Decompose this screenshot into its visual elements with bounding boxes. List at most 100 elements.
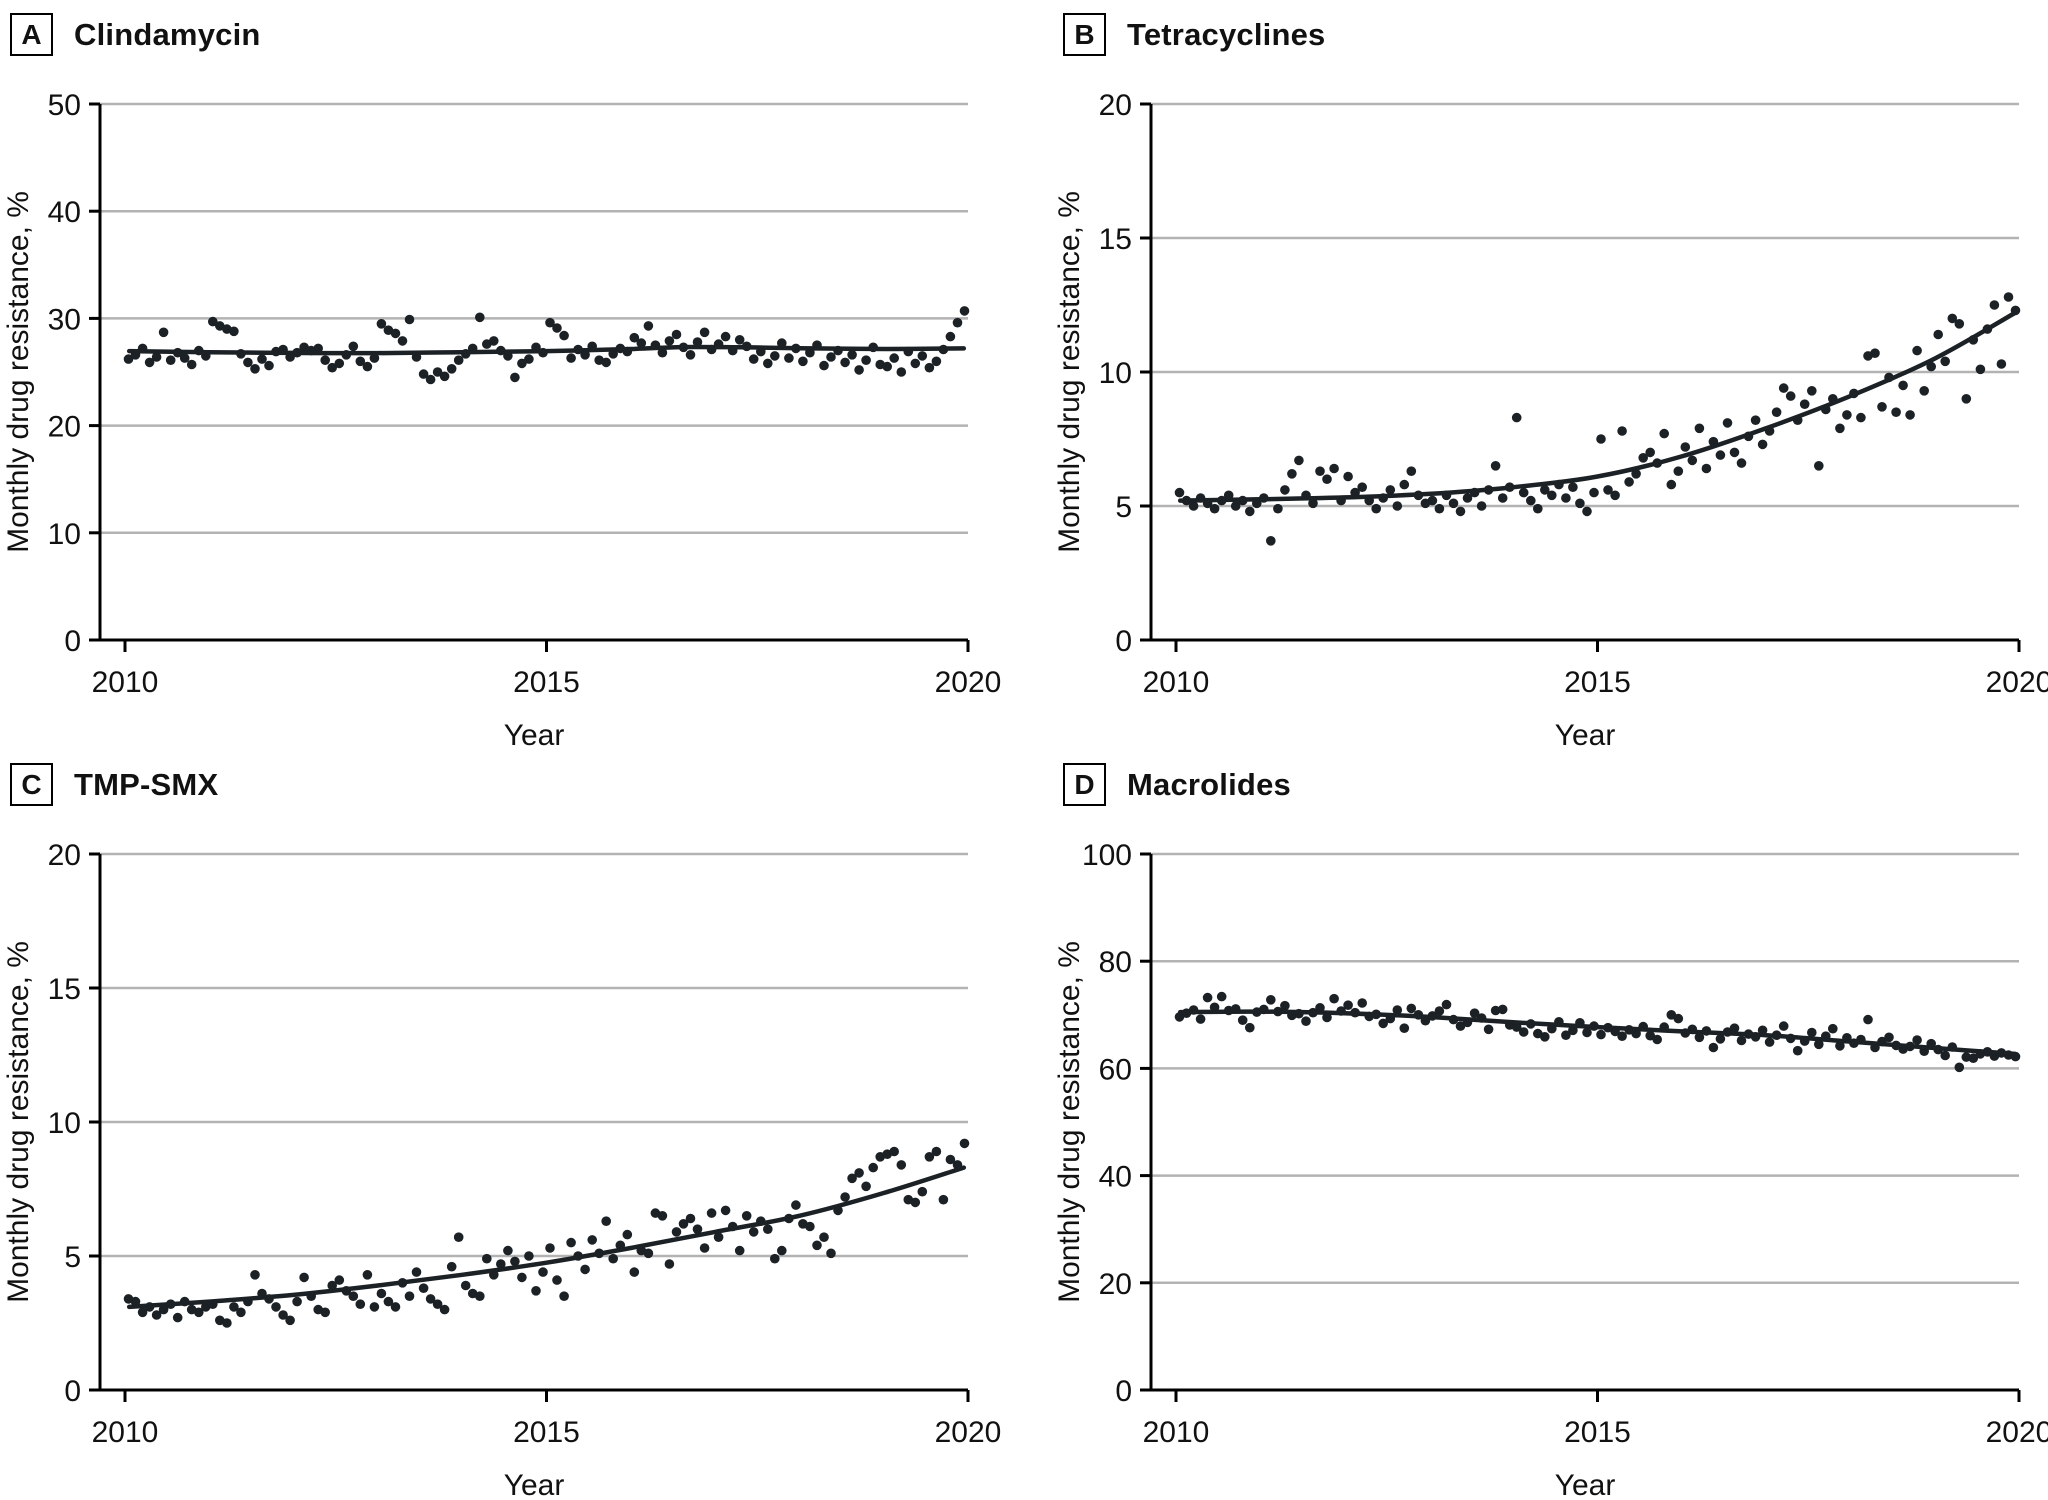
- data-point: [1202, 992, 1213, 1003]
- data-point: [580, 1264, 590, 1275]
- data-point: [376, 1288, 387, 1299]
- data-point: [355, 1299, 366, 1309]
- data-point: [1610, 490, 1620, 501]
- data-point: [158, 1304, 169, 1315]
- data-point: [763, 1224, 773, 1234]
- data-point: [1526, 495, 1536, 506]
- data-point: [777, 338, 787, 348]
- data-point: [1856, 412, 1866, 423]
- y-tick-label: 40: [1099, 1161, 1132, 1194]
- data-point: [1273, 503, 1283, 514]
- y-tick-label: 30: [48, 303, 81, 336]
- data-point: [699, 327, 710, 338]
- data-point: [643, 321, 654, 331]
- data-point: [1209, 503, 1220, 514]
- data-point: [229, 1302, 239, 1312]
- data-point: [1497, 493, 1508, 503]
- data-point: [1230, 501, 1241, 511]
- data-point: [692, 337, 703, 347]
- data-point: [763, 358, 773, 369]
- y-axis-title: Monthly drug resistance, %: [1053, 191, 1086, 553]
- data-point: [1392, 501, 1403, 511]
- data-point: [917, 351, 928, 361]
- data-point: [1715, 450, 1726, 460]
- panel-drug-name: Tetracyclines: [1127, 16, 1326, 52]
- data-point: [734, 1245, 745, 1256]
- data-point: [685, 350, 696, 360]
- data-point: [1301, 1016, 1311, 1026]
- data-point: [1533, 503, 1543, 514]
- data-point: [1518, 487, 1529, 498]
- data-point: [425, 374, 436, 385]
- panel-drug-name: Clindamycin: [74, 16, 261, 52]
- y-tick-label: 80: [1099, 946, 1132, 979]
- data-point: [489, 336, 499, 346]
- data-point: [411, 1267, 422, 1277]
- data-point: [566, 1237, 576, 1248]
- data-point: [671, 1227, 682, 1237]
- data-point: [924, 362, 935, 373]
- data-point: [1280, 485, 1290, 495]
- data-point: [1708, 1042, 1719, 1053]
- data-point: [1996, 359, 2007, 369]
- data-point: [348, 341, 359, 352]
- panel-a-title: A Clindamycin: [10, 13, 261, 56]
- data-point: [1322, 474, 1332, 485]
- data-point: [1863, 1014, 1873, 1025]
- data-point: [151, 352, 162, 362]
- data-point: [334, 358, 345, 369]
- data-point: [1947, 313, 1958, 324]
- y-tick-label: 5: [64, 1241, 81, 1274]
- data-point: [959, 1138, 970, 1149]
- data-point: [1778, 383, 1789, 393]
- y-axis-title: Monthly drug resistance, %: [2, 191, 35, 553]
- data-point: [664, 1259, 675, 1269]
- data-point: [1518, 1027, 1529, 1037]
- data-point: [510, 372, 520, 383]
- data-point: [1638, 453, 1648, 463]
- data-point: [158, 327, 169, 338]
- y-tick-label: 100: [1082, 839, 1132, 872]
- data-point: [538, 1267, 548, 1277]
- data-point: [629, 1267, 640, 1277]
- data-point: [1814, 1039, 1824, 1050]
- data-point: [1561, 1030, 1571, 1040]
- data-point: [1673, 1013, 1684, 1024]
- data-point: [1596, 434, 1606, 444]
- data-point: [805, 1221, 815, 1232]
- data-point: [1266, 536, 1276, 546]
- y-tick-label: 0: [64, 625, 81, 658]
- data-point: [1842, 410, 1852, 420]
- data-point: [1540, 485, 1550, 495]
- data-point: [1245, 506, 1255, 517]
- data-point: [945, 1154, 956, 1165]
- data-point: [819, 360, 829, 371]
- data-point: [165, 355, 176, 366]
- data-point: [1280, 1000, 1290, 1011]
- data-point: [861, 355, 871, 366]
- x-axis-title: Year: [1555, 1469, 1616, 1500]
- data-point: [1870, 348, 1880, 359]
- data-point: [1940, 1050, 1950, 1061]
- x-tick-label: 2020: [935, 666, 1002, 699]
- data-point: [889, 1146, 899, 1157]
- data-point: [917, 1186, 928, 1197]
- data-point: [1596, 1029, 1606, 1040]
- data-point: [1680, 442, 1691, 452]
- data-point: [1540, 1032, 1550, 1042]
- data-point: [1736, 458, 1747, 468]
- y-axis-title: Monthly drug resistance, %: [1053, 941, 1086, 1303]
- data-point: [1835, 1041, 1845, 1051]
- data-point: [706, 1208, 717, 1218]
- data-point: [910, 1197, 921, 1208]
- data-point: [784, 353, 794, 363]
- data-point: [601, 357, 611, 368]
- panel-drug-name: Macrolides: [1127, 766, 1291, 802]
- data-point: [1476, 501, 1487, 511]
- data-point: [1912, 1035, 1922, 1045]
- data-point: [1954, 1062, 1965, 1073]
- data-point: [517, 1272, 527, 1283]
- data-point: [418, 369, 429, 379]
- data-point: [460, 1280, 471, 1291]
- data-point: [734, 335, 745, 345]
